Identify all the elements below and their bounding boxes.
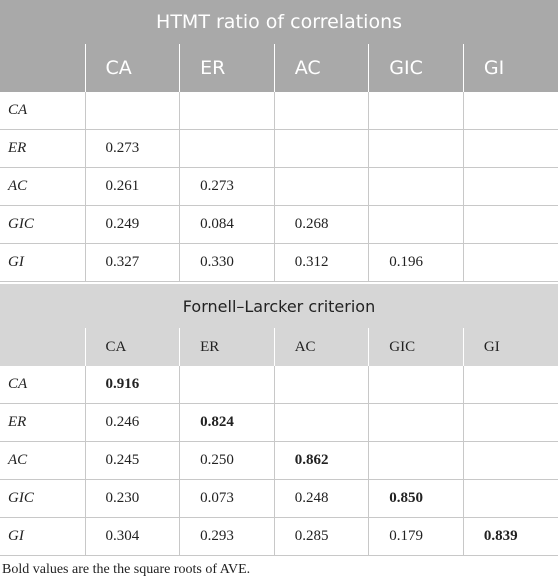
table: HTMT ratio of correlations CA ER AC GIC GI CA E…: [0, 0, 558, 282]
cell: [84, 92, 180, 130]
row: ER 0.273: [0, 129, 558, 168]
cell: 0.249: [84, 205, 180, 244]
cell: [368, 129, 464, 168]
cell: [462, 479, 558, 518]
tables: HTMT ratio of correlations CA ER AC GIC GI CA E…: [0, 0, 558, 556]
row-label: GI: [0, 243, 85, 282]
column-header: GI: [462, 328, 558, 366]
cell: 0.261: [84, 167, 180, 206]
header-cell: [0, 328, 85, 366]
cell: 0.084: [179, 205, 275, 244]
table-body: CA ER 0.273 AC 0.261 0.273 GIC 0.249 0.084 0.268 G…: [0, 92, 558, 282]
title-row: HTMT ratio of correlations: [0, 0, 558, 44]
cell: 0.273: [179, 167, 275, 206]
row-label: GIC: [0, 205, 85, 244]
cell: [273, 129, 369, 168]
cell: 0.824: [179, 403, 275, 442]
cell: 0.250: [179, 441, 275, 480]
cell: 0.230: [84, 479, 180, 518]
row-label: ER: [0, 403, 85, 442]
row-label: AC: [0, 167, 85, 206]
cell: 0.293: [179, 517, 275, 556]
cell: 0.330: [179, 243, 275, 282]
cell: [368, 366, 464, 404]
cell: 0.248: [273, 479, 369, 518]
cell: [273, 92, 369, 130]
column-header: CA: [84, 328, 180, 366]
cell: 0.304: [84, 517, 180, 556]
cell: [368, 403, 464, 442]
cell: 0.327: [84, 243, 180, 282]
row: GI 0.304 0.293 0.285 0.179 0.839: [0, 517, 558, 556]
cell: 0.179: [368, 517, 464, 556]
column-header: GI: [462, 44, 558, 92]
cell: [462, 167, 558, 206]
row: ER 0.246 0.824: [0, 403, 558, 442]
table-title: HTMT ratio of correlations: [0, 0, 558, 44]
row-label: AC: [0, 441, 85, 480]
cell: [368, 92, 464, 130]
cell: 0.073: [179, 479, 275, 518]
footnote: Bold values are the the square roots of …: [2, 562, 251, 577]
cell: 0.273: [84, 129, 180, 168]
cell: [462, 243, 558, 282]
cell: [368, 167, 464, 206]
cell: [462, 129, 558, 168]
cell: 0.839: [462, 517, 558, 556]
cell: 0.862: [273, 441, 369, 480]
cell: [462, 92, 558, 130]
table-head: HTMT ratio of correlations CA ER AC GIC GI: [0, 0, 558, 92]
cell: 0.312: [273, 243, 369, 282]
cell: [273, 167, 369, 206]
cell: 0.850: [368, 479, 464, 518]
column-header: ER: [179, 328, 275, 366]
cell: [273, 366, 369, 404]
cell: 0.246: [84, 403, 180, 442]
row: AC 0.245 0.250 0.862: [0, 441, 558, 480]
cell: [273, 403, 369, 442]
column-header: GIC: [368, 328, 464, 366]
cell: [462, 403, 558, 442]
cell: 0.285: [273, 517, 369, 556]
table: Fornell–Larcker criterion CA ER AC GIC GI CA 0.…: [0, 282, 558, 556]
cell: [462, 366, 558, 404]
cell: [462, 205, 558, 244]
cell: [179, 92, 275, 130]
cell: [368, 205, 464, 244]
column-header: CA: [84, 44, 180, 92]
row: CA: [0, 92, 558, 130]
row: GI 0.327 0.330 0.312 0.196: [0, 243, 558, 282]
row: GIC 0.249 0.084 0.268: [0, 205, 558, 244]
row-label: CA: [0, 92, 85, 130]
column-header: AC: [273, 44, 369, 92]
row: AC 0.261 0.273: [0, 167, 558, 206]
cell: [179, 129, 275, 168]
table-head: Fornell–Larcker criterion CA ER AC GIC GI: [0, 282, 558, 366]
table-body: CA 0.916 ER 0.246 0.824 AC 0.245 0.250 0.862 GIC 0…: [0, 366, 558, 556]
cell: 0.268: [273, 205, 369, 244]
row-label: GIC: [0, 479, 85, 518]
header-row: CA ER AC GIC GI: [0, 44, 558, 92]
header-row: CA ER AC GIC GI: [0, 328, 558, 366]
header-cell: [0, 44, 85, 92]
row: CA 0.916: [0, 366, 558, 404]
column-header: AC: [273, 328, 369, 366]
row-label: CA: [0, 366, 85, 404]
cell: [179, 366, 275, 404]
cell: [462, 441, 558, 480]
cell: 0.245: [84, 441, 180, 480]
cell: [368, 441, 464, 480]
column-header: ER: [179, 44, 275, 92]
cell: 0.916: [84, 366, 180, 404]
row-label: GI: [0, 517, 85, 556]
title-row: Fornell–Larcker criterion: [0, 282, 558, 328]
cell: 0.196: [368, 243, 464, 282]
row-label: ER: [0, 129, 85, 168]
table-title: Fornell–Larcker criterion: [0, 282, 558, 328]
row: GIC 0.230 0.073 0.248 0.850: [0, 479, 558, 518]
column-header: GIC: [368, 44, 464, 92]
